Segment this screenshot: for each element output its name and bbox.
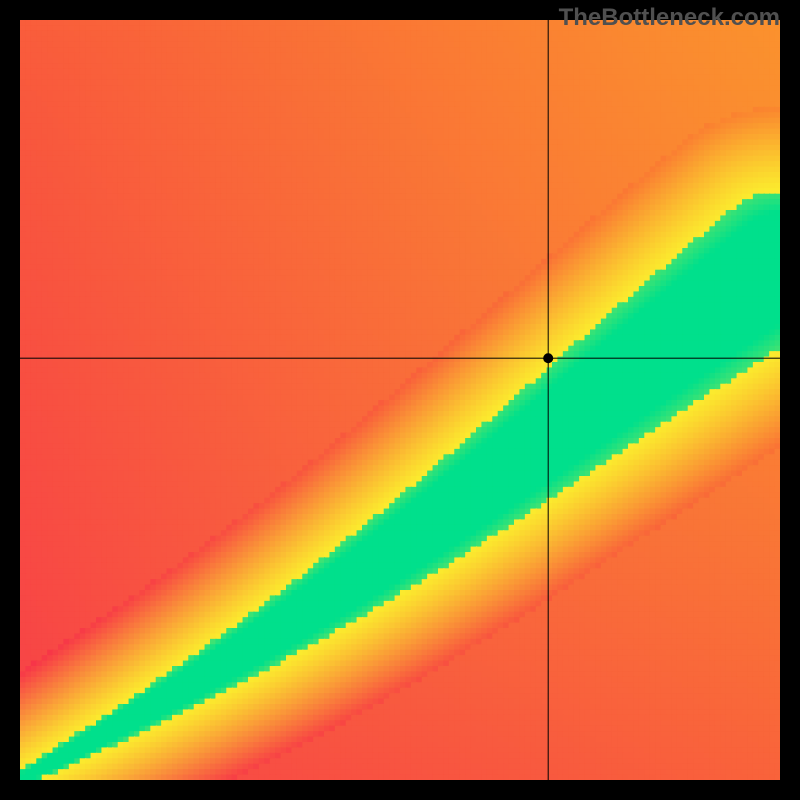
chart-container: TheBottleneck.com [0,0,800,800]
heatmap-canvas [0,0,800,800]
watermark-text: TheBottleneck.com [559,4,780,32]
